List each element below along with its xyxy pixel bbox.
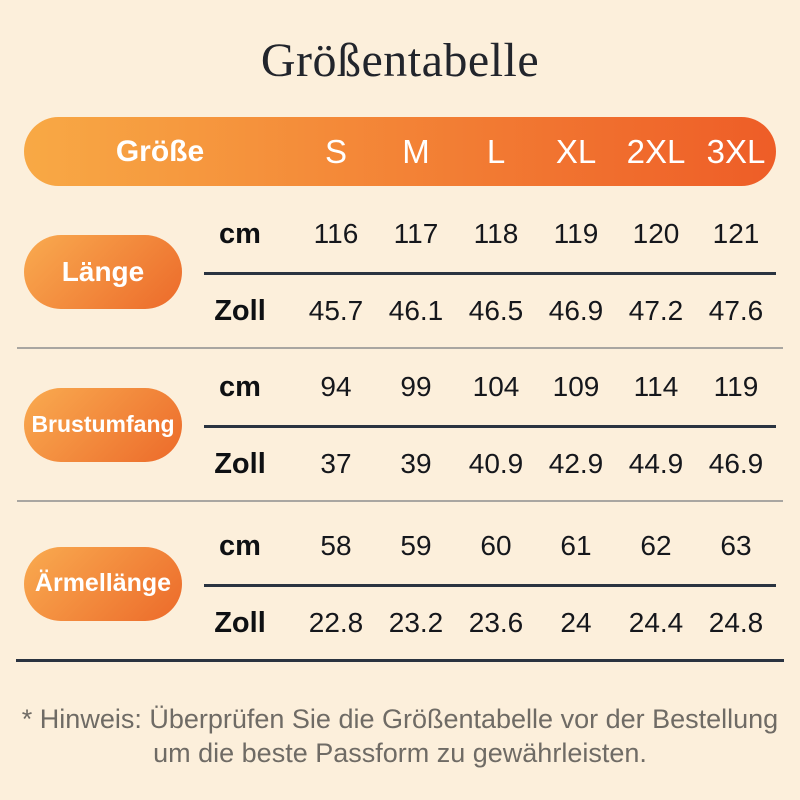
row-divider bbox=[204, 425, 776, 428]
size-column-3xl: 3XL bbox=[706, 132, 766, 170]
group-divider bbox=[17, 347, 783, 349]
value-cell: 24 bbox=[560, 607, 592, 638]
size-header-bar: Größe S M L XL 2XL 3XL bbox=[24, 117, 776, 186]
value-cell: 37 bbox=[320, 448, 352, 479]
value-cell: 116 bbox=[313, 218, 359, 249]
value-cell: 46.5 bbox=[468, 295, 524, 326]
group-divider bbox=[17, 500, 783, 502]
value-cell: 58 bbox=[320, 530, 352, 561]
value-cell: 23.2 bbox=[388, 607, 444, 638]
value-cell: 119 bbox=[713, 371, 759, 402]
value-cell: 99 bbox=[400, 371, 432, 402]
value-cell: 121 bbox=[712, 218, 760, 249]
row-divider bbox=[204, 584, 776, 587]
size-header-corner-label: Größe bbox=[115, 134, 205, 168]
measurement-label-aermellaenge: Ärmellänge bbox=[24, 546, 182, 621]
value-cell: 60 bbox=[480, 530, 512, 561]
unit-label-cm: cm bbox=[219, 217, 261, 250]
measurement-group-laenge: Länge cm 116 117 118 119 120 121 Zoll 45… bbox=[24, 196, 776, 347]
size-column-s: S bbox=[324, 132, 347, 170]
hinweis-note: * Hinweis: Überprüfen Sie die Größentabe… bbox=[0, 702, 800, 770]
value-cell: 39 bbox=[400, 448, 432, 479]
value-cell: 24.8 bbox=[708, 607, 764, 638]
value-cell: 117 bbox=[393, 218, 439, 249]
value-cell: 119 bbox=[553, 218, 599, 249]
value-cell: 120 bbox=[632, 218, 680, 249]
value-cell: 46.9 bbox=[708, 448, 764, 479]
measurement-group-brustumfang: Brustumfang cm 94 99 104 109 114 119 Zol… bbox=[24, 349, 776, 500]
unit-label-zoll: Zoll bbox=[214, 447, 266, 480]
measurement-label-laenge: Länge bbox=[24, 234, 182, 309]
value-cell: 104 bbox=[472, 371, 520, 402]
measurement-group-aermellaenge: Ärmellänge cm 58 59 60 61 62 63 Zoll 22.… bbox=[24, 502, 776, 659]
value-cell: 61 bbox=[560, 530, 592, 561]
value-cell: 44.9 bbox=[628, 448, 684, 479]
value-cell: 22.8 bbox=[308, 607, 364, 638]
hinweis-note-line2: um die beste Passform zu gewährleisten. bbox=[153, 738, 647, 768]
value-cell: 59 bbox=[400, 530, 432, 561]
value-cell: 47.6 bbox=[708, 295, 764, 326]
size-column-l: L bbox=[486, 132, 506, 170]
value-cell: 94 bbox=[320, 371, 352, 402]
unit-label-cm: cm bbox=[219, 370, 261, 403]
hinweis-note-line1: * Hinweis: Überprüfen Sie die Größentabe… bbox=[21, 704, 779, 734]
size-column-m: M bbox=[402, 132, 430, 170]
value-cell: 62 bbox=[640, 530, 672, 561]
value-cell: 24.4 bbox=[628, 607, 684, 638]
unit-label-zoll: Zoll bbox=[214, 606, 266, 639]
value-cell: 47.2 bbox=[628, 295, 684, 326]
value-cell: 63 bbox=[720, 530, 752, 561]
size-table: Größe S M L XL 2XL 3XL Länge cm 116 117 … bbox=[16, 117, 784, 662]
value-cell: 40.9 bbox=[468, 448, 524, 479]
measurement-label-brustumfang: Brustumfang bbox=[24, 387, 182, 462]
page-title: Größentabelle bbox=[260, 34, 540, 87]
value-cell: 118 bbox=[473, 218, 519, 249]
row-divider bbox=[204, 272, 776, 275]
unit-label-cm: cm bbox=[219, 529, 261, 562]
value-cell: 46.9 bbox=[548, 295, 604, 326]
value-cell: 46.1 bbox=[388, 295, 444, 326]
table-bottom-divider bbox=[16, 659, 784, 662]
size-column-2xl: 2XL bbox=[626, 132, 686, 170]
value-cell: 42.9 bbox=[548, 448, 604, 479]
size-column-xl: XL bbox=[555, 132, 597, 170]
value-cell: 23.6 bbox=[468, 607, 524, 638]
value-cell: 109 bbox=[552, 371, 600, 402]
value-cell: 45.7 bbox=[308, 295, 364, 326]
value-cell: 114 bbox=[633, 371, 679, 402]
unit-label-zoll: Zoll bbox=[214, 294, 266, 327]
